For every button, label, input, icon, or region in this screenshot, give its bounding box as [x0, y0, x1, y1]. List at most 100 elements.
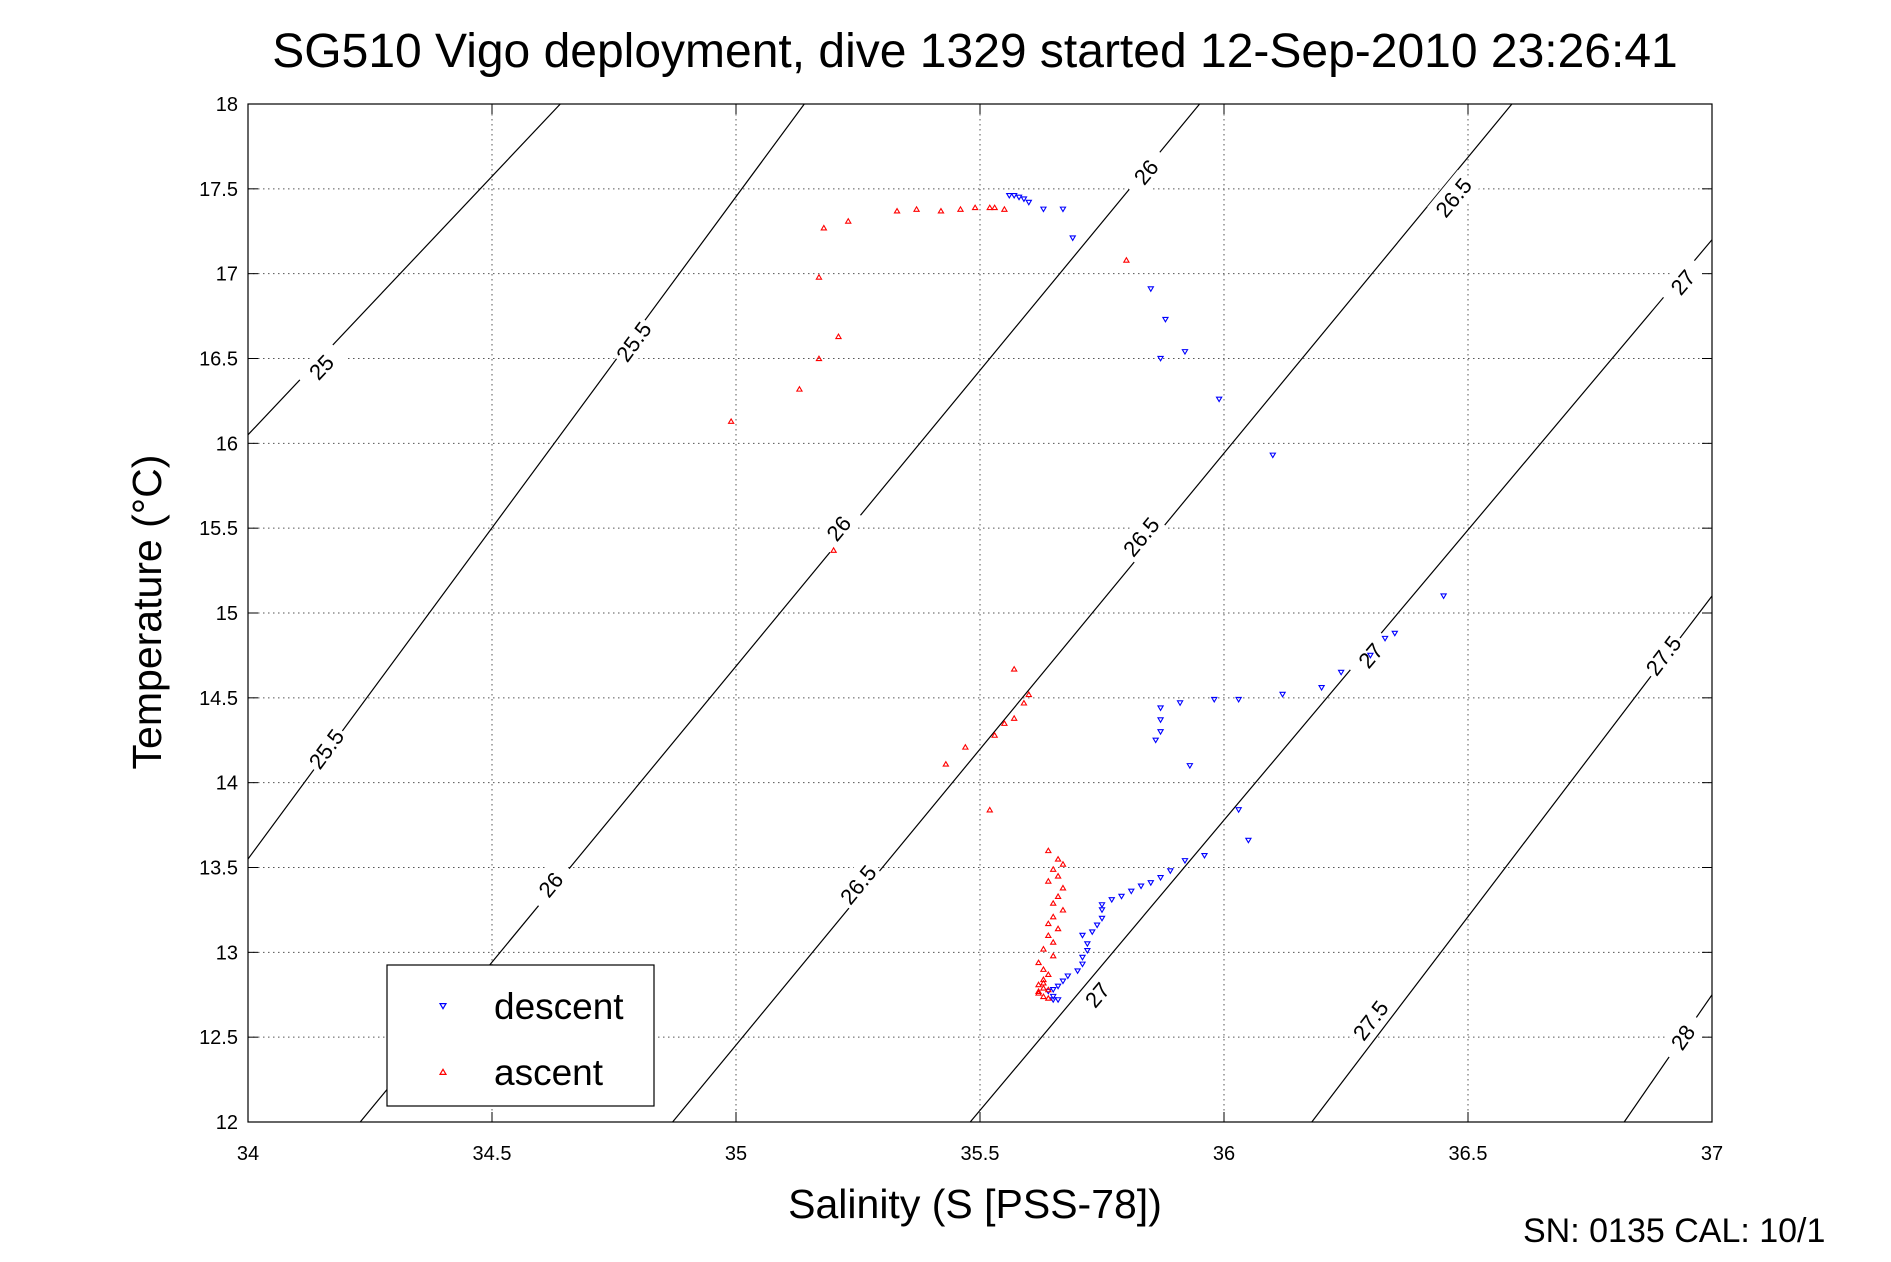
density-contour-line — [969, 239, 1712, 1122]
ascent-point — [1000, 205, 1008, 212]
x-tick-label: 35 — [725, 1143, 747, 1165]
ascent-point — [986, 806, 994, 813]
descent-point — [1059, 206, 1067, 213]
ascent-point — [1054, 872, 1062, 879]
y-tick-label: 18 — [216, 94, 238, 116]
descent-point — [1005, 192, 1013, 200]
descent-point — [1083, 941, 1091, 948]
y-tick-label: 13 — [216, 942, 238, 964]
descent-point — [1025, 199, 1033, 206]
ascent-point — [815, 273, 823, 280]
descent-point — [1337, 669, 1345, 676]
contour-label-background — [1119, 144, 1172, 200]
ascent-point — [1044, 986, 1052, 993]
ascent-point — [991, 204, 999, 211]
x-axis-ticks: 34 34.5 35 35.5 36 36.5 37 — [237, 104, 1723, 1165]
x-tick-label: 36 — [1213, 1143, 1235, 1165]
ascent-point — [986, 204, 994, 211]
descent-point — [1078, 932, 1087, 939]
ascent-point — [1010, 714, 1018, 721]
descent-point — [1176, 700, 1184, 707]
ascent-point — [830, 546, 838, 553]
contour-label-background — [1427, 169, 1480, 225]
descent-point — [1366, 652, 1374, 659]
serial-calibration-note: SN: 0135 CAL: 10/1 — [1523, 1212, 1825, 1250]
ascent-point — [893, 207, 901, 214]
y-tick-label: 16 — [216, 433, 238, 455]
descent-point — [1200, 852, 1209, 860]
ascent-point — [815, 355, 823, 362]
legend-marker-descent — [438, 1003, 448, 1010]
descent-point — [1156, 717, 1165, 724]
y-tick-label: 16.5 — [199, 349, 238, 371]
y-tick-label: 12.5 — [199, 1027, 238, 1049]
descent-point — [1318, 685, 1326, 692]
ascent-point — [1044, 920, 1052, 927]
x-axis-label: Salinity (S [PSS-78]) — [788, 1181, 1162, 1227]
series-ascent — [727, 204, 1130, 1001]
contour-label-background — [1657, 1009, 1708, 1065]
ascent-point — [1034, 987, 1043, 994]
descent-point — [1244, 837, 1252, 844]
ascent-point — [1025, 691, 1033, 698]
contour-label-background — [1637, 627, 1689, 683]
contour-label-background — [1070, 967, 1124, 1023]
ascent-point — [912, 205, 921, 212]
ascent-point — [942, 760, 950, 767]
descent-point — [1156, 729, 1165, 736]
x-tick-label: 34.5 — [473, 1143, 512, 1165]
legend: descent ascent — [386, 964, 655, 1107]
ascent-point — [1049, 952, 1057, 959]
contour-label-background — [1344, 992, 1397, 1048]
ascent-point — [1000, 719, 1008, 726]
contour-label-background — [1656, 254, 1709, 310]
descent-point — [1098, 915, 1106, 922]
y-tick-label: 14 — [216, 773, 238, 795]
legend-label-descent: descent — [494, 986, 624, 1027]
y-tick-label: 15 — [216, 603, 238, 625]
ascent-point — [961, 743, 969, 750]
descent-point — [1078, 954, 1087, 961]
descent-point — [1210, 696, 1218, 703]
descent-point — [1235, 807, 1243, 814]
ascent-point — [1044, 994, 1052, 1001]
descent-point — [1278, 691, 1287, 698]
legend-label-ascent: ascent — [494, 1052, 604, 1093]
descent-point — [1161, 316, 1170, 323]
contour-label-background — [524, 857, 577, 912]
descent-point — [1064, 973, 1072, 980]
descent-point — [1020, 196, 1028, 203]
contour-label-background — [608, 313, 660, 370]
ascent-point — [820, 224, 828, 231]
descent-point — [1127, 888, 1135, 895]
x-tick-label: 34 — [237, 1143, 259, 1165]
ascent-point — [1059, 906, 1067, 913]
x-tick-label: 36.5 — [1449, 1143, 1488, 1165]
contour-label-background — [812, 500, 865, 556]
ascent-point — [844, 217, 852, 224]
series-descent — [1005, 192, 1448, 1004]
y-tick-label: 15.5 — [199, 518, 238, 540]
y-tick-label: 17 — [216, 264, 238, 286]
ascent-point — [727, 417, 735, 424]
ascent-point — [1039, 979, 1048, 986]
descent-point — [1152, 737, 1160, 744]
descent-point — [1039, 206, 1048, 213]
descent-point — [1059, 978, 1067, 985]
ascent-point — [1039, 993, 1048, 1000]
descent-point — [1156, 355, 1165, 362]
descent-point — [1137, 883, 1145, 890]
descent-point — [1049, 997, 1057, 1004]
y-axis-label: Temperature (°C) — [124, 455, 170, 770]
ascent-point — [1049, 913, 1057, 920]
ascent-point — [1044, 847, 1052, 854]
descent-point — [1078, 961, 1087, 968]
descent-point — [1215, 396, 1223, 403]
ascent-point — [1039, 984, 1048, 991]
ascent-point — [1044, 970, 1052, 978]
descent-point — [1147, 880, 1155, 887]
descent-point — [1181, 349, 1189, 356]
ascent-point — [1059, 860, 1067, 867]
descent-point — [1235, 696, 1243, 703]
